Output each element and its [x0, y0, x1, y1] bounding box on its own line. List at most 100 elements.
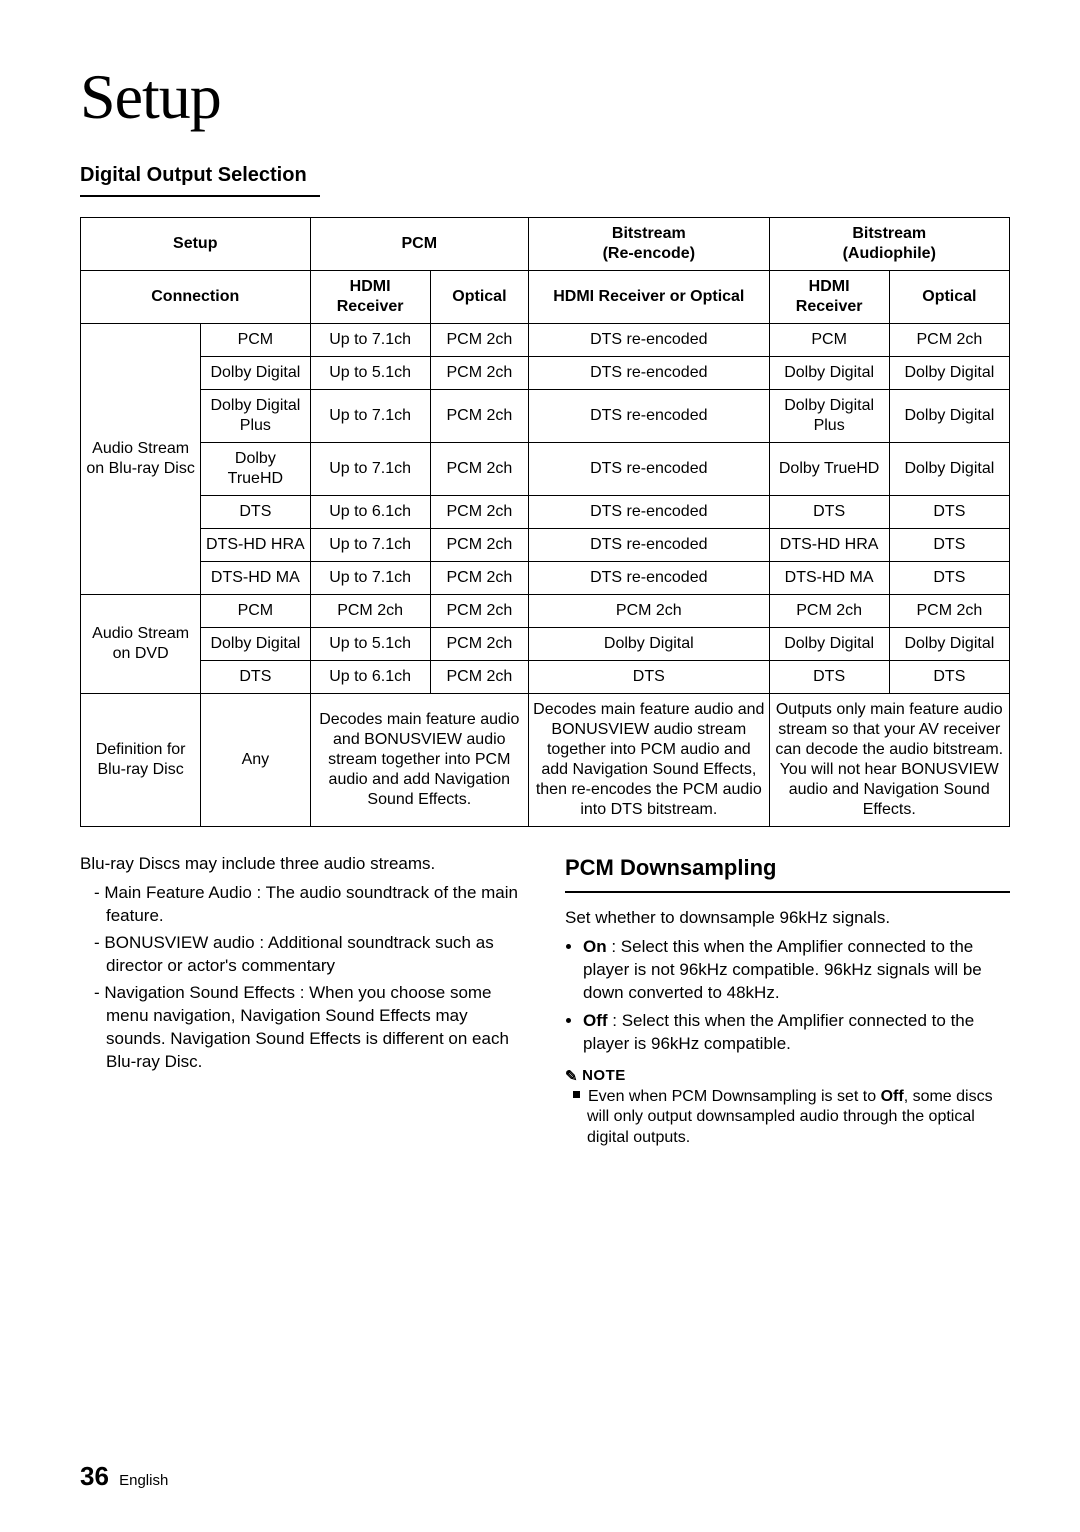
table-row: Dolby Digital PlusUp to 7.1chPCM 2chDTS … [81, 390, 1010, 443]
bd-streams-intro: Blu-ray Discs may include three audio st… [80, 853, 525, 876]
table-row: Dolby DigitalUp to 5.1chPCM 2chDTS re-en… [81, 357, 1010, 390]
right-column: PCM Downsampling Set whether to downsamp… [565, 853, 1010, 1155]
cell: DTS [889, 496, 1009, 529]
heading-rule [565, 891, 1010, 893]
cell: Up to 7.1ch [310, 390, 430, 443]
note-heading: ✎NOTE [565, 1066, 1010, 1086]
hdr-hdmi-or-optical: HDMI Receiver or Optical [529, 271, 769, 324]
cell: Dolby Digital [889, 628, 1009, 661]
page-language: English [119, 1472, 168, 1489]
section-heading: Digital Output Selection [80, 164, 1010, 187]
cell: Dolby Digital Plus [201, 390, 310, 443]
cell: DTS [769, 661, 889, 694]
cell: DTS [529, 661, 769, 694]
table-row: Definition for Blu-ray Disc Any Decodes … [81, 694, 1010, 827]
cell-def-reencode: Decodes main feature audio and BONUSVIEW… [529, 694, 769, 827]
cell: Up to 7.1ch [310, 443, 430, 496]
cell: PCM 2ch [430, 443, 528, 496]
cat-bluray: Audio Stream on Blu-ray Disc [81, 324, 201, 595]
cell-def-audiophile: Outputs only main feature audio stream s… [769, 694, 1009, 827]
list-item: - BONUSVIEW audio : Additional soundtrac… [94, 932, 525, 978]
cell: PCM 2ch [430, 324, 528, 357]
table-row: Dolby TrueHDUp to 7.1chPCM 2chDTS re-enc… [81, 443, 1010, 496]
cell: Up to 7.1ch [310, 529, 430, 562]
cell: DTS re-encoded [529, 357, 769, 390]
cell: Up to 7.1ch [310, 324, 430, 357]
cell: PCM 2ch [889, 595, 1009, 628]
cell: DTS [201, 661, 310, 694]
cell: PCM 2ch [430, 496, 528, 529]
hdr-hdmi: HDMI Receiver [310, 271, 430, 324]
cell: Dolby Digital [889, 443, 1009, 496]
manual-page: Setup Digital Output Selection Setup PCM… [0, 0, 1080, 1532]
table-row: Audio Stream on DVD PCMPCM 2chPCM 2chPCM… [81, 595, 1010, 628]
hdr-optical: Optical [430, 271, 528, 324]
page-title: Setup [80, 60, 1010, 134]
cell: Dolby Digital [529, 628, 769, 661]
table-row: Setup PCM Bitstream(Re-encode) Bitstream… [81, 218, 1010, 271]
cell: Up to 5.1ch [310, 628, 430, 661]
hdr-optical-2: Optical [889, 271, 1009, 324]
cell: Dolby TrueHD [201, 443, 310, 496]
hdr-hdmi-2: HDMI Receiver [769, 271, 889, 324]
hdr-setup: Setup [81, 218, 311, 271]
cell: DTS [201, 496, 310, 529]
pcm-downsampling-heading: PCM Downsampling [565, 853, 1010, 883]
pencil-icon: ✎ [565, 1067, 578, 1087]
hdr-pcm: PCM [310, 218, 529, 271]
cat-definition: Definition for Blu-ray Disc [81, 694, 201, 827]
cell: Up to 7.1ch [310, 562, 430, 595]
cell: PCM 2ch [529, 595, 769, 628]
cell: PCM [201, 595, 310, 628]
hdr-bitstream-audiophile: Bitstream(Audiophile) [769, 218, 1009, 271]
cell: PCM 2ch [430, 628, 528, 661]
table-row: Audio Stream on Blu-ray Disc PCM Up to 7… [81, 324, 1010, 357]
hdr-connection: Connection [81, 271, 311, 324]
cell: Dolby Digital [769, 628, 889, 661]
table-row: DTSUp to 6.1chPCM 2chDTS re-encodedDTSDT… [81, 496, 1010, 529]
cell: DTS re-encoded [529, 529, 769, 562]
cell: DTS-HD HRA [201, 529, 310, 562]
cell: PCM [201, 324, 310, 357]
cell: DTS re-encoded [529, 390, 769, 443]
table-row: Connection HDMI Receiver Optical HDMI Re… [81, 271, 1010, 324]
cell: DTS re-encoded [529, 496, 769, 529]
list-item: - Navigation Sound Effects : When you ch… [94, 982, 525, 1074]
cell: PCM 2ch [430, 529, 528, 562]
cell: DTS [889, 562, 1009, 595]
hdr-bitstream-reencode: Bitstream(Re-encode) [529, 218, 769, 271]
cell: DTS re-encoded [529, 324, 769, 357]
table-row: DTSUp to 6.1chPCM 2chDTSDTSDTS [81, 661, 1010, 694]
cell: DTS-HD HRA [769, 529, 889, 562]
cell: DTS [889, 661, 1009, 694]
cell: Up to 6.1ch [310, 661, 430, 694]
cell: DTS [889, 529, 1009, 562]
page-footer: 36 English [80, 1461, 168, 1492]
cell: DTS re-encoded [529, 562, 769, 595]
cell: PCM 2ch [889, 324, 1009, 357]
cell: PCM 2ch [430, 390, 528, 443]
cell: Dolby Digital Plus [769, 390, 889, 443]
note-body: Even when PCM Downsampling is set to Off… [565, 1087, 1010, 1149]
cell: Dolby Digital [889, 357, 1009, 390]
cell: DTS [769, 496, 889, 529]
cell: PCM 2ch [430, 595, 528, 628]
cell: Dolby TrueHD [769, 443, 889, 496]
table-row: DTS-HD MAUp to 7.1chPCM 2chDTS re-encode… [81, 562, 1010, 595]
cell: Up to 5.1ch [310, 357, 430, 390]
two-column-text: Blu-ray Discs may include three audio st… [80, 853, 1010, 1155]
section-rule [80, 195, 320, 197]
table-row: Dolby DigitalUp to 5.1chPCM 2chDolby Dig… [81, 628, 1010, 661]
cell: PCM 2ch [430, 661, 528, 694]
cell: DTS re-encoded [529, 443, 769, 496]
cell: PCM 2ch [310, 595, 430, 628]
cat-dvd: Audio Stream on DVD [81, 595, 201, 694]
cell: PCM [769, 324, 889, 357]
cell: Dolby Digital [769, 357, 889, 390]
stream-list: - Main Feature Audio : The audio soundtr… [80, 882, 525, 1074]
cell: Dolby Digital [889, 390, 1009, 443]
left-column: Blu-ray Discs may include three audio st… [80, 853, 525, 1155]
pcm-options: On : Select this when the Amplifier conn… [565, 936, 1010, 1057]
cell-any: Any [201, 694, 310, 827]
page-number: 36 [80, 1461, 109, 1491]
